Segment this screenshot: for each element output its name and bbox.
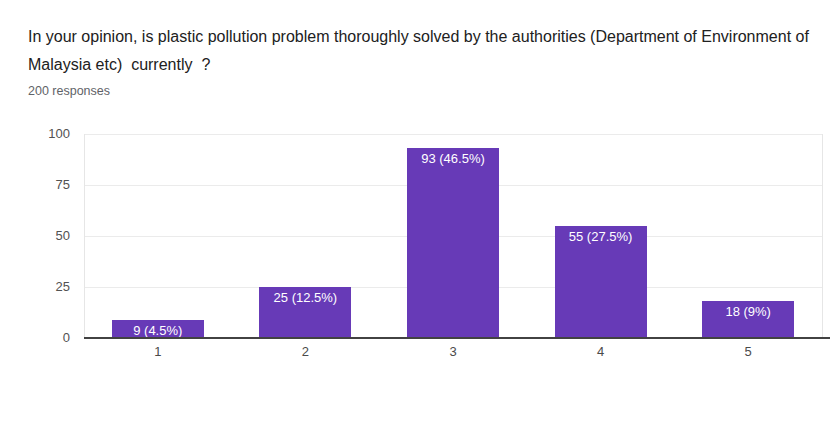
x-axis-tick-label: 4 (571, 344, 631, 359)
y-axis-tick-label: 75 (10, 177, 70, 192)
bar: 55 (27.5%) (555, 226, 647, 338)
y-axis-tick-label: 25 (10, 279, 70, 294)
plot-edge-line (822, 134, 823, 338)
bar-value-label: 93 (46.5%) (407, 151, 499, 166)
bar-value-label: 55 (27.5%) (555, 229, 647, 244)
form-response-card: In your opinion, is plastic pollution pr… (0, 0, 830, 423)
x-axis-tick-label: 5 (718, 344, 778, 359)
bar: 18 (9%) (702, 301, 794, 338)
y-axis-tick-label: 0 (10, 330, 70, 345)
y-axis-tick-label: 100 (10, 126, 70, 141)
plot-edge-line (84, 134, 85, 338)
x-axis-tick-label: 3 (423, 344, 483, 359)
bar: 93 (46.5%) (407, 148, 499, 338)
y-axis-tick-label: 50 (10, 228, 70, 243)
gridline (84, 134, 822, 135)
bar-value-label: 18 (9%) (702, 304, 794, 319)
x-axis-tick-label: 2 (275, 344, 335, 359)
x-axis-tick-label: 1 (128, 344, 188, 359)
bar-chart: 0 25 50 75 100 9 (4.5%) 1 25 (12.5%) 2 93 (46.5%)… (0, 0, 830, 423)
x-axis-line (84, 337, 830, 339)
bar-value-label: 9 (4.5%) (112, 323, 204, 338)
bar: 9 (4.5%) (112, 320, 204, 338)
bar: 25 (12.5%) (259, 287, 351, 338)
bar-value-label: 25 (12.5%) (259, 290, 351, 305)
